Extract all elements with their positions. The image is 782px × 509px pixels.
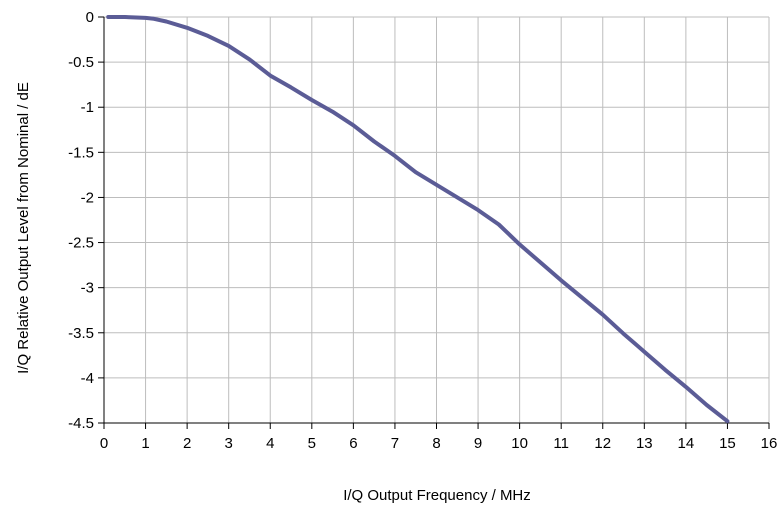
x-tick-label: 8 <box>432 435 440 452</box>
x-tick-label: 7 <box>391 435 399 452</box>
x-tick-label: 16 <box>761 435 778 452</box>
axes <box>98 16 770 429</box>
x-tick-label: 6 <box>349 435 357 452</box>
y-tick-label: -2 <box>81 189 94 206</box>
y-tick-label: -3.5 <box>68 325 94 342</box>
x-tick-label: 11 <box>553 435 569 452</box>
x-tick-label: 4 <box>266 435 274 452</box>
y-tick-label: -1.5 <box>68 144 94 161</box>
y-tick-label: -3 <box>81 280 94 297</box>
y-tick-label: -0.5 <box>68 54 94 71</box>
y-tick-label: 0 <box>86 9 94 26</box>
x-tick-label: 15 <box>719 435 736 452</box>
y-tick-label: -4 <box>81 370 94 387</box>
y-tick-label: -1 <box>81 99 94 116</box>
x-tick-label: 2 <box>183 435 191 452</box>
x-axis-label: I/Q Output Frequency / MHz <box>343 487 531 504</box>
x-tick-label: 3 <box>225 435 233 452</box>
x-tick-labels: 0 1 2 3 4 5 6 7 8 9 10 11 12 13 14 15 16 <box>100 435 778 452</box>
x-tick-label: 14 <box>678 435 695 452</box>
y-tick-labels: 0 -0.5 -1 -1.5 -2 -2.5 -3 -3.5 -4 -4.5 <box>68 9 94 432</box>
x-tick-label: 12 <box>594 435 611 452</box>
series <box>106 15 730 424</box>
y-tick-label: -2.5 <box>68 235 94 252</box>
grid <box>104 16 770 423</box>
x-tick-label: 10 <box>511 435 528 452</box>
y-tick-label: -4.5 <box>68 415 94 432</box>
series-line <box>106 15 730 424</box>
x-tick-label: 13 <box>636 435 653 452</box>
x-tick-label: 5 <box>308 435 316 452</box>
x-tick-label: 9 <box>474 435 482 452</box>
x-tick-label: 1 <box>141 435 149 452</box>
y-axis-label: I/Q Relative Output Level from Nominal /… <box>15 82 32 374</box>
x-tick-label: 0 <box>100 435 108 452</box>
